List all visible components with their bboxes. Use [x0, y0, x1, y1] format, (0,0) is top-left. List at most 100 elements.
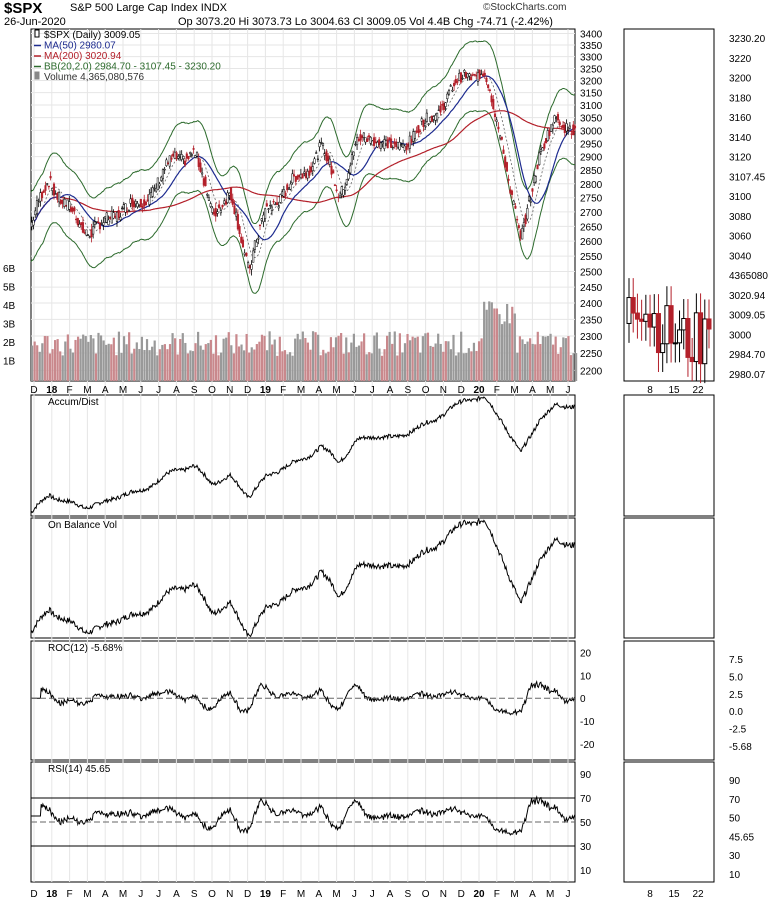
volume-bar: [317, 334, 320, 381]
zoom-axis-label: 3140: [729, 133, 752, 144]
volume-bar: [541, 336, 544, 381]
candle-body: [68, 201, 71, 210]
candle-body: [248, 265, 251, 269]
candle-body: [480, 73, 483, 76]
x-axis-label-bottom: S: [191, 889, 198, 900]
candle-body: [163, 168, 166, 171]
candle-body: [289, 183, 292, 190]
x-axis-label-bottom: F: [280, 889, 286, 900]
candle-body: [223, 200, 226, 204]
candle-body: [221, 204, 224, 208]
chart-date: 26-Jun-2020: [4, 16, 66, 28]
x-axis-label-bottom: J: [156, 889, 161, 900]
zoom-axis-label: 3220: [729, 54, 752, 65]
candle-body: [173, 151, 176, 159]
zoom-candle-body: [689, 356, 695, 363]
candle-body: [505, 162, 508, 172]
x-axis-label: M: [119, 385, 127, 396]
volume-axis-label: 5B: [3, 283, 16, 294]
zoom-roc-axis-label: 7.5: [729, 655, 743, 666]
candle-body: [546, 130, 549, 141]
candle-body: [543, 143, 546, 149]
volume-bar: [375, 332, 378, 381]
candle-body: [204, 176, 207, 187]
legend-entry: Volume 4,365,080,576: [44, 72, 145, 83]
candle-body: [354, 143, 357, 146]
candle-body: [330, 165, 333, 175]
candle-body: [407, 143, 410, 147]
candle-body: [282, 189, 285, 197]
copyright-icon: ©: [483, 2, 491, 13]
volume-axis-label: 4B: [3, 301, 16, 312]
candle-body: [274, 203, 277, 206]
volume-bar: [457, 352, 460, 381]
volume-bar: [526, 341, 529, 381]
volume-bar: [531, 343, 534, 381]
candle-body: [497, 126, 500, 130]
volume-axis-label: 3B: [3, 320, 16, 331]
zoom-candle-body: [685, 318, 691, 358]
volume-bar: [311, 331, 315, 381]
zoom-candle-body: [630, 297, 636, 314]
candle-body: [419, 130, 422, 132]
zoom-axis-label: 3020.94: [729, 291, 766, 302]
candle-body: [425, 112, 428, 122]
candle-body: [524, 214, 527, 225]
x-axis-label: F: [494, 385, 500, 396]
price-axis-label: 2700: [580, 208, 603, 219]
candle-body: [439, 105, 442, 113]
volume-bar: [416, 336, 419, 381]
candle-body: [393, 141, 396, 145]
volume-bar: [544, 336, 547, 381]
volume-bar: [260, 334, 264, 381]
candle-body: [238, 226, 241, 235]
volume-bar: [286, 354, 289, 381]
candle-body: [485, 77, 488, 83]
volume-bar: [156, 355, 159, 381]
candle-body: [231, 198, 234, 205]
volume-bar: [71, 352, 75, 381]
x-axis-label: 20: [473, 385, 485, 396]
zoom-candle-body: [677, 329, 683, 344]
candle-body: [529, 201, 532, 203]
candle-body: [400, 144, 403, 146]
candle-body: [427, 123, 430, 125]
volume-bar: [342, 353, 345, 381]
volume-bar: [572, 353, 575, 381]
volume-bar: [327, 351, 330, 381]
candle-body: [279, 194, 282, 203]
candle-body: [344, 186, 347, 191]
zoom-rsi-axis-label: 45.65: [729, 832, 754, 843]
zoom-axis-label: 3000: [729, 330, 752, 341]
candle-body: [88, 236, 91, 238]
candle-body: [93, 221, 96, 225]
candle-body: [434, 115, 437, 121]
accum-dist-line: [30, 395, 576, 514]
volume-bar: [268, 331, 271, 381]
x-axis-label: J: [370, 385, 375, 396]
brand-watermark: ©StockCharts.com: [483, 3, 567, 13]
x-axis-label: F: [280, 385, 286, 396]
zoom-axis-label: 3100: [729, 192, 752, 203]
candle-body: [432, 116, 435, 120]
volume-bar: [276, 355, 279, 381]
candle-body: [315, 152, 318, 154]
x-axis-label: M: [83, 385, 91, 396]
volume-bar: [421, 336, 424, 381]
price-axis-label: 2650: [580, 222, 603, 233]
candle-body: [562, 124, 565, 128]
candle-body: [558, 121, 561, 126]
candle-body: [568, 125, 571, 129]
volume-bar: [462, 353, 465, 381]
candle-body: [401, 143, 405, 148]
candle-body: [34, 210, 37, 215]
candle-body: [521, 228, 524, 240]
candle-body: [224, 201, 228, 205]
volume-bar: [470, 351, 473, 381]
candle-body: [384, 140, 388, 144]
candle-body: [565, 123, 568, 132]
volume-bar: [393, 331, 396, 381]
x-axis-label: M: [510, 385, 518, 396]
x-axis-label-bottom: F: [494, 889, 500, 900]
volume-bar: [355, 346, 358, 381]
